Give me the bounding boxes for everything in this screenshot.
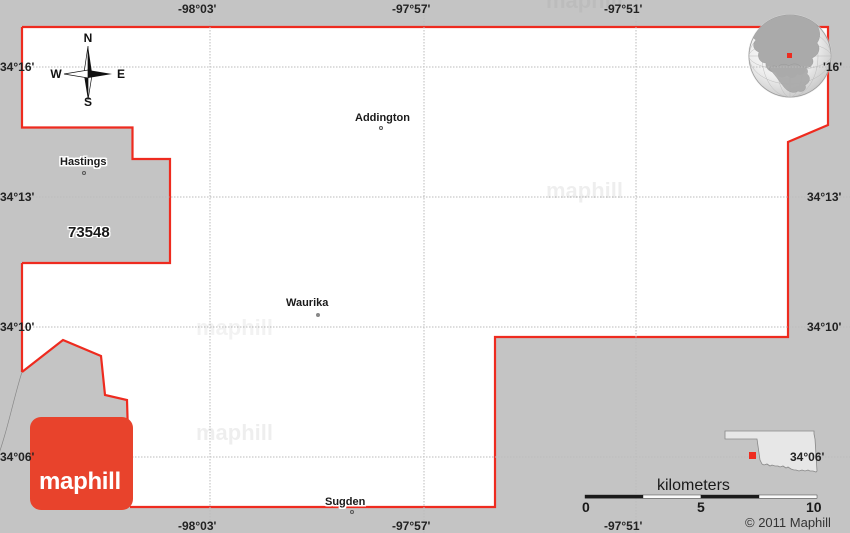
svg-text:E: E (117, 67, 125, 81)
svg-text:N: N (84, 31, 93, 45)
svg-text:maphill: maphill (39, 468, 121, 495)
svg-text:W: W (50, 67, 62, 81)
